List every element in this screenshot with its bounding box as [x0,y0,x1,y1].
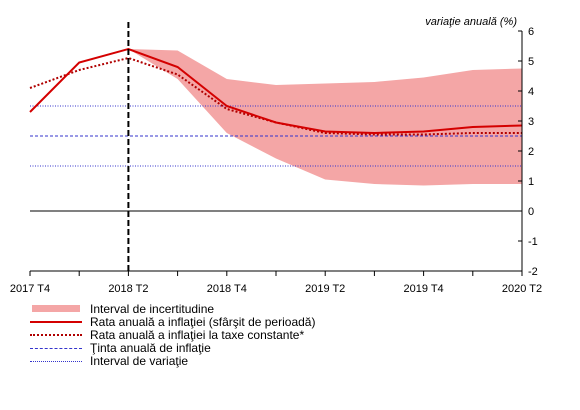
legend-swatch-band [30,302,82,315]
legend-swatch-range-line [30,355,82,368]
legend-label: Interval de variaţie [90,354,189,369]
legend-label: Rata anuală a inflaţiei la taxe constant… [90,327,305,342]
uncertainty-band [128,49,522,186]
legend-swatch-dotted-line [30,328,82,341]
y-tick-label: -2 [528,266,538,278]
y-tick-label: 5 [528,56,534,68]
legend-item-uncertainty: Interval de incertitudine [30,301,315,316]
legend-label: Interval de incertitudine [90,301,215,316]
legend-swatch-solid-line [30,315,82,328]
x-tick-label: 2018 T4 [207,283,247,295]
x-tick-label: 2019 T2 [305,283,345,295]
y-tick-label: 6 [528,26,534,38]
y-tick-label: 3 [528,116,534,128]
legend-item-constant-taxes: Rata anuală a inflaţiei la taxe constant… [30,327,315,342]
y-tick-label: 2 [528,146,534,158]
y-tick-label: 4 [528,86,534,98]
x-tick-label: 2017 T4 [10,283,50,295]
legend-label: Ţinta anuală de inflaţie [90,341,211,356]
legend-item-target: Ţinta anuală de inflaţie [30,341,315,356]
y-tick-label: -1 [528,236,538,248]
legend-item-headline: Rata anuală a inflaţiei (sfârşit de peri… [30,314,316,329]
legend-label: Rata anuală a inflaţiei (sfârşit de peri… [90,314,316,329]
x-tick-label: 2018 T2 [108,283,148,295]
legend: Interval de incertitudine Rata anuală a … [30,302,315,368]
legend-swatch-target-line [30,342,82,355]
y-tick-label: 1 [528,176,534,188]
series-line-headline-inflation [29,47,523,135]
x-tick-label: 2020 T2 [502,283,542,295]
inflation-forecast-chart: -2 -1 0 1 2 3 4 5 6 2017 T4 2018 T2 2018 T4 2019 T2… [10,16,542,295]
y-tick-label: 0 [528,206,534,218]
legend-item-range: Interval de variaţie [30,354,315,369]
y-axis-title: variaţie anuală (%) [425,16,517,28]
x-tick-label: 2019 T4 [404,283,444,295]
